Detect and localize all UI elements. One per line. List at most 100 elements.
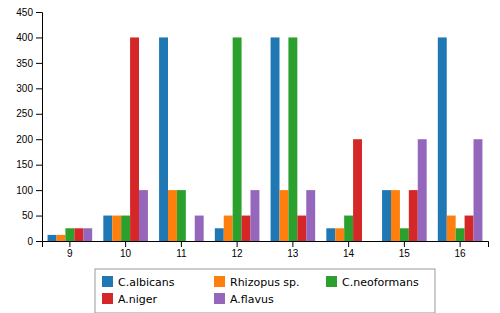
tick-label: 10: [120, 248, 132, 259]
tick: 13: [287, 241, 299, 259]
bar: [56, 235, 65, 241]
legend-item: C.neoformans: [326, 276, 419, 289]
bar: [48, 235, 57, 241]
bar: [391, 190, 400, 241]
tick-mark: [36, 12, 42, 13]
tick-label: 9: [67, 248, 73, 259]
bar: [121, 216, 130, 241]
bar: [362, 241, 371, 242]
bar-series: [74, 37, 473, 241]
tick: 100: [16, 185, 42, 196]
bar: [112, 216, 121, 241]
tick-label: 100: [16, 185, 33, 196]
tick-label: 0: [27, 236, 33, 247]
bar: [456, 228, 465, 241]
tick: 15: [399, 241, 411, 259]
bar: [326, 228, 335, 241]
axis-line: [36, 13, 43, 242]
legend-swatch: [214, 293, 225, 304]
tick-mark: [36, 216, 42, 217]
bar: [215, 228, 224, 241]
bar: [438, 37, 447, 241]
tick-label: 14: [343, 248, 355, 259]
x-axis: 9 10 11 12 13 14 15 16: [43, 241, 489, 259]
legend: C.albicans Rhizopus sp. C.neoformans A.nige…: [95, 269, 435, 313]
bars: [48, 37, 483, 241]
bar-series: [83, 139, 482, 241]
tick: 0: [27, 236, 42, 247]
legend-frame: [95, 269, 435, 313]
tick: 14: [343, 241, 355, 259]
bar: [271, 37, 280, 241]
legend-swatch: [326, 276, 337, 287]
tick: 12: [232, 241, 244, 259]
tick-mark: [36, 37, 42, 38]
tick: 9: [67, 241, 73, 259]
tick: 150: [16, 159, 42, 170]
bar: [139, 190, 148, 241]
tick-label: 300: [16, 83, 33, 94]
bar: [353, 139, 362, 241]
legend-item: Rhizopus sp.: [214, 276, 300, 289]
bar: [233, 37, 242, 241]
bar: [306, 190, 315, 241]
bar: [288, 37, 297, 241]
tick-mark: [36, 139, 42, 140]
bar-series: [48, 37, 447, 241]
bar: [224, 216, 233, 241]
legend-label: A.flavus: [230, 293, 274, 306]
legend-item: C.albicans: [102, 276, 175, 289]
bar: [382, 190, 391, 241]
bar: [279, 190, 288, 241]
bar: [418, 139, 427, 241]
tick-label: 50: [22, 210, 34, 221]
tick-mark: [36, 88, 42, 89]
tick-mark: [69, 241, 70, 247]
bar: [400, 228, 409, 241]
bar: [474, 139, 483, 241]
tick-mark: [348, 241, 349, 247]
tick-mark: [36, 190, 42, 191]
tick-label: 12: [232, 248, 244, 259]
bar: [65, 228, 74, 241]
chart: 0 50 100 150 200 250 300 350 400 450 9 10 11 12 13 14 15…: [0, 0, 500, 313]
tick: 11: [176, 241, 187, 259]
legend-label: A.niger: [118, 293, 158, 306]
bar: [186, 241, 195, 242]
tick-mark: [125, 241, 126, 247]
tick: 50: [22, 210, 42, 221]
tick-label: 250: [16, 108, 33, 119]
bar: [130, 37, 139, 241]
legend-label: Rhizopus sp.: [230, 276, 300, 289]
tick-mark: [460, 241, 461, 247]
tick: 200: [16, 134, 42, 145]
bar: [74, 228, 83, 241]
bar: [344, 216, 353, 241]
tick-label: 400: [16, 32, 33, 43]
tick-mark: [404, 241, 405, 247]
tick-label: 13: [287, 248, 299, 259]
tick-mark: [36, 63, 42, 64]
bar: [168, 190, 177, 241]
tick: 350: [16, 58, 42, 69]
tick-label: 200: [16, 134, 33, 145]
tick-mark: [36, 114, 42, 115]
bar: [159, 37, 168, 241]
bar: [103, 216, 112, 241]
y-axis: 0 50 100 150 200 250 300 350 400 450: [16, 7, 42, 247]
bar: [195, 216, 204, 241]
bar: [251, 190, 260, 241]
tick-label: 16: [455, 248, 467, 259]
tick: 16: [455, 241, 467, 259]
legend-label: C.albicans: [118, 276, 175, 289]
axis-line: [43, 242, 489, 248]
bar: [83, 228, 92, 241]
tick-mark: [36, 241, 42, 242]
tick-label: 450: [16, 7, 33, 18]
legend-item: A.niger: [102, 293, 158, 306]
bar: [409, 190, 418, 241]
tick: 250: [16, 108, 42, 119]
tick: 300: [16, 83, 42, 94]
tick: 450: [16, 7, 42, 18]
legend-swatch: [214, 276, 225, 287]
